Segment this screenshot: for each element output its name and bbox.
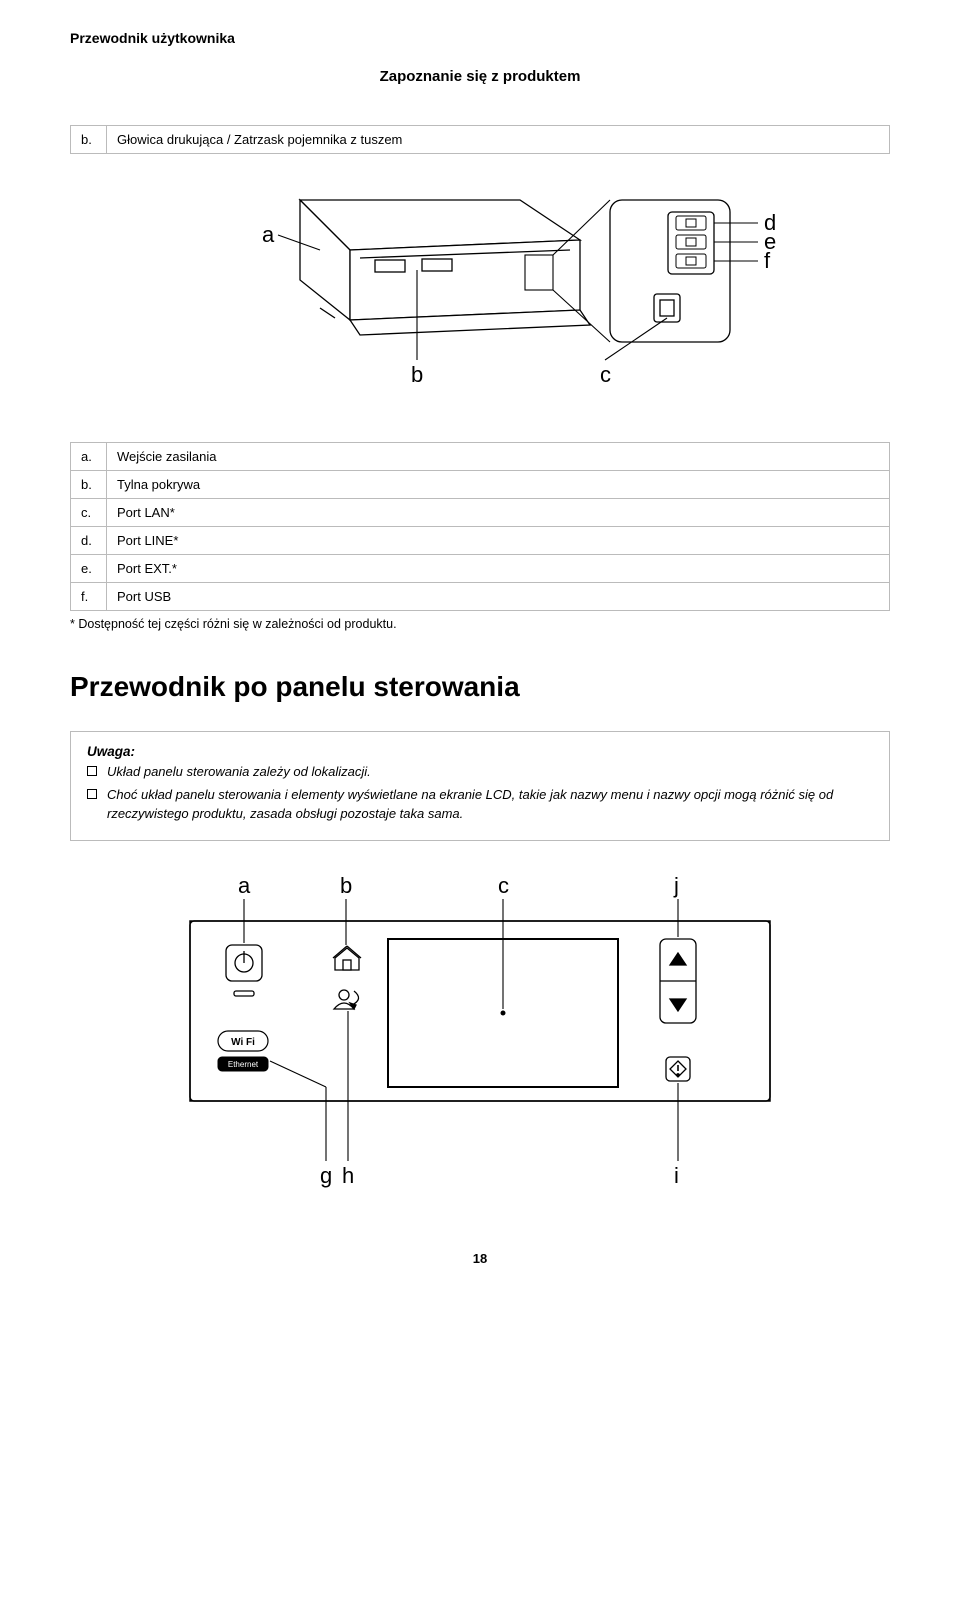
legend-label: Głowica drukująca / Zatrzask pojemnika z… [107,126,890,154]
legend-label: Port LAN* [107,499,890,527]
legend-label: Port LINE* [107,527,890,555]
note-title: Uwaga: [87,744,873,759]
note-item-text: Choć układ panelu sterowania i elementy … [107,786,873,824]
legend-key: b. [71,126,107,154]
legend-key: d. [71,527,107,555]
callout-g: g [320,1163,332,1188]
guide-title: Przewodnik użytkownika [70,30,890,46]
page-number: 18 [70,1251,890,1266]
page-heading: Przewodnik po panelu sterowania [70,671,890,703]
legend-key: f. [71,583,107,611]
callout-i: i [674,1163,679,1188]
legend-key: b. [71,471,107,499]
callout-b: b [340,873,352,898]
table-row: f.Port USB [71,583,890,611]
table-row: b. Głowica drukująca / Zatrzask pojemnik… [71,126,890,154]
printer-rear-diagram: a b c d e f [70,160,890,420]
table-row: a.Wejście zasilania [71,443,890,471]
callout-h: h [342,1163,354,1188]
legend-label: Wejście zasilania [107,443,890,471]
callout-c: c [600,362,611,387]
wifi-label: Wi Fi [231,1037,255,1048]
legend-key: e. [71,555,107,583]
legend-label: Port USB [107,583,890,611]
legend-label: Tylna pokrywa [107,471,890,499]
section-title: Zapoznanie się z produktem [70,68,890,85]
legend-key: c. [71,499,107,527]
callout-b: b [411,362,423,387]
ethernet-label: Ethernet [228,1060,259,1069]
note-box: Uwaga: Układ panelu sterowania zależy od… [70,731,890,841]
callout-a: a [238,873,251,898]
control-panel-diagram: Wi Fi Ethernet [70,871,890,1191]
list-item: Układ panelu sterowania zależy od lokali… [87,763,873,782]
footnote: * Dostępność tej części różni się w zale… [70,617,890,631]
callout-j: j [673,873,679,898]
legend-label: Port EXT.* [107,555,890,583]
list-item: Choć układ panelu sterowania i elementy … [87,786,873,824]
table-row: b.Tylna pokrywa [71,471,890,499]
table-row: c.Port LAN* [71,499,890,527]
note-item-text: Układ panelu sterowania zależy od lokali… [107,763,371,782]
callout-f: f [764,248,771,273]
table-row: e.Port EXT.* [71,555,890,583]
table-row: d.Port LINE* [71,527,890,555]
callout-c: c [498,873,509,898]
note-list: Układ panelu sterowania zależy od lokali… [87,763,873,824]
bullet-icon [87,789,97,799]
legend-table-1: b. Głowica drukująca / Zatrzask pojemnik… [70,125,890,154]
callout-a: a [262,222,275,247]
legend-table-2: a.Wejście zasilania b.Tylna pokrywa c.Po… [70,442,890,611]
legend-key: a. [71,443,107,471]
bullet-icon [87,766,97,776]
